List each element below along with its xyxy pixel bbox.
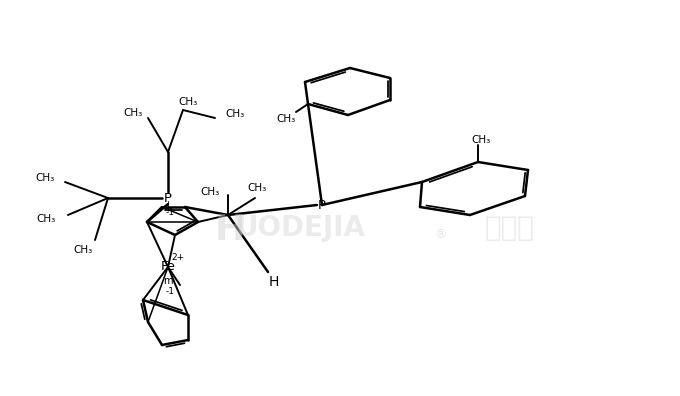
Text: UODEJIA: UODEJIA [235,214,365,242]
Text: CH₃: CH₃ [471,135,491,145]
Text: CH₃: CH₃ [225,109,245,119]
Text: -1: -1 [165,287,175,297]
Text: H: H [215,213,245,247]
Text: CH₃: CH₃ [276,114,296,124]
Text: -1: -1 [165,208,175,217]
Text: CH₃: CH₃ [36,214,56,224]
Text: CH₃: CH₃ [73,245,92,255]
Text: H: H [269,275,279,289]
Text: P: P [318,198,326,211]
Text: CH₃: CH₃ [248,183,267,193]
Text: P: P [164,192,172,204]
Text: CH₃: CH₃ [178,97,198,107]
Text: m: m [163,276,173,286]
Text: Fe: Fe [160,261,175,274]
Text: |: | [167,201,169,211]
Text: ®: ® [434,228,446,242]
Text: 化学加: 化学加 [485,214,535,242]
Text: CH₃: CH₃ [123,108,143,118]
Text: CH₃: CH₃ [35,173,54,183]
Text: CH₃: CH₃ [201,187,220,197]
Text: 2+: 2+ [171,253,184,261]
